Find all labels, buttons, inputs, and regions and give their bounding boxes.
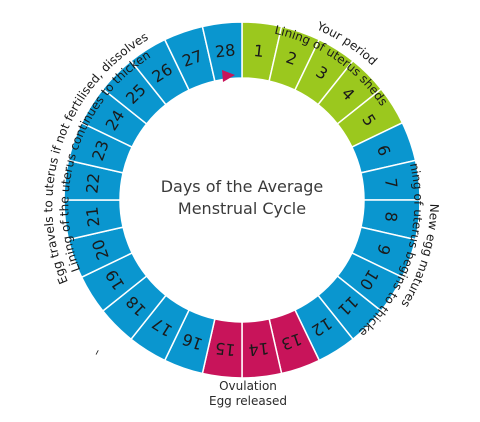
center-title-line-1: Days of the Average [161, 177, 324, 196]
day-label-1: 1 [253, 41, 265, 61]
day-label-15: 15 [214, 338, 236, 359]
luteal-note-dash: – [89, 346, 104, 358]
day-label-8: 8 [381, 211, 401, 223]
center-title-line-2: Menstrual Cycle [178, 199, 306, 218]
day-label-7: 7 [381, 177, 401, 189]
day-label-21: 21 [82, 206, 103, 228]
day-segments [63, 21, 421, 379]
day-label-22: 22 [82, 172, 103, 194]
ovulation-note-line-2: Egg released [209, 394, 287, 408]
day-28-marker-triangle [222, 70, 235, 82]
day-label-28: 28 [214, 40, 236, 61]
day-segment-28 [201, 21, 243, 82]
ovulation-note-line-1: Ovulation [219, 379, 277, 393]
day-label-14: 14 [248, 338, 270, 359]
